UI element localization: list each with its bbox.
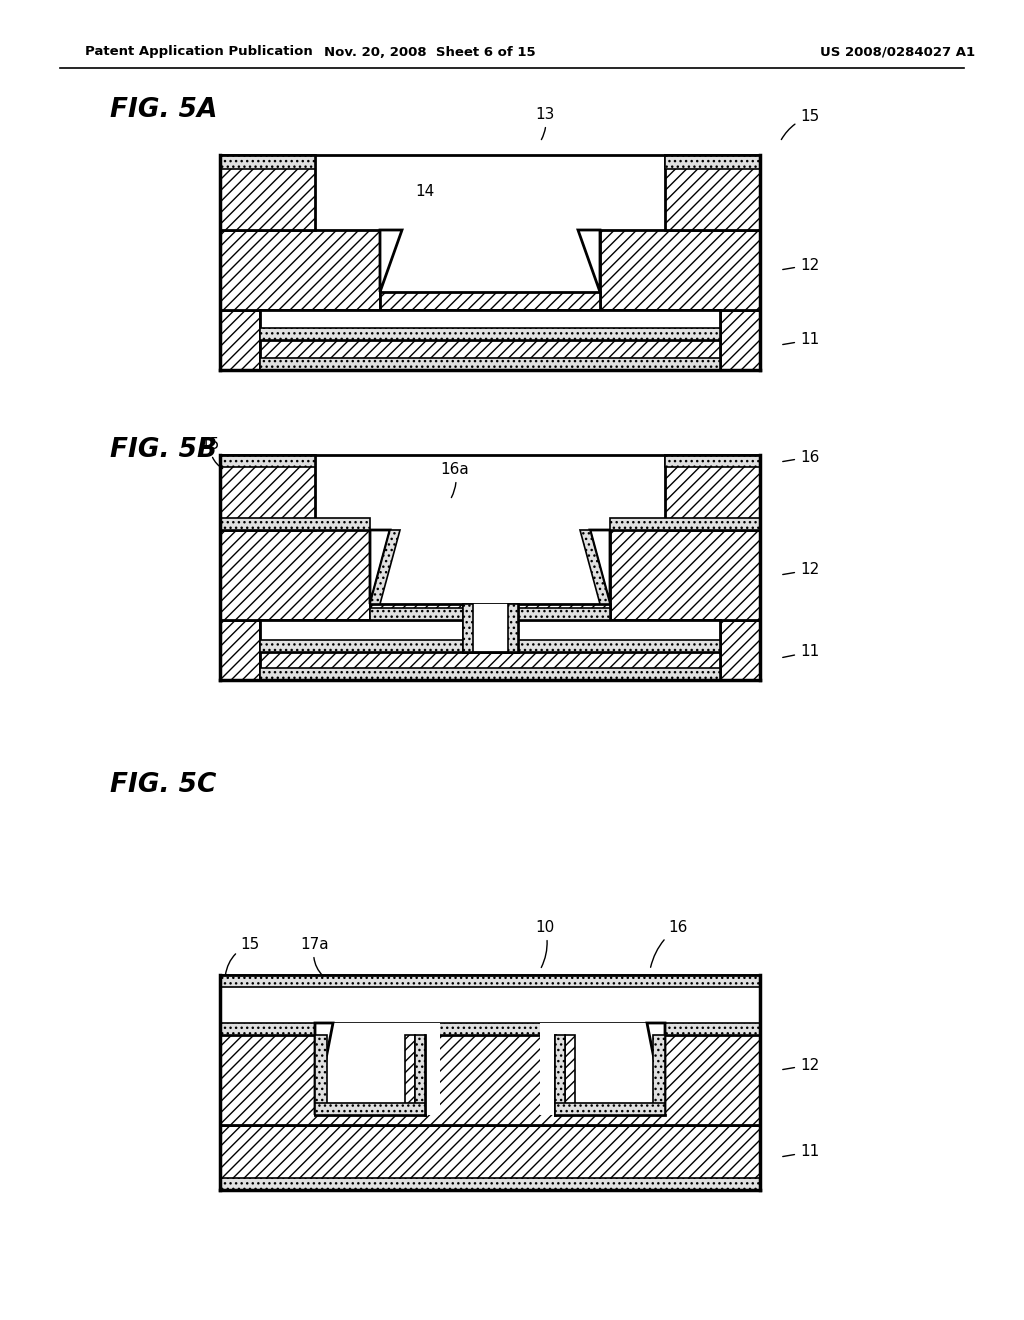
Bar: [720, 620, 760, 680]
Bar: [540, 1023, 665, 1115]
Polygon shape: [380, 230, 402, 292]
Text: Patent Application Publication: Patent Application Publication: [85, 45, 312, 58]
Bar: [220, 975, 760, 987]
Text: 15: 15: [201, 437, 222, 469]
Bar: [260, 341, 720, 370]
Text: 17a: 17a: [301, 937, 330, 975]
Bar: [600, 230, 760, 310]
Text: 12: 12: [782, 562, 819, 578]
Bar: [720, 310, 760, 370]
Bar: [220, 230, 380, 310]
Bar: [220, 531, 370, 620]
Polygon shape: [315, 1023, 333, 1115]
Text: US 2008/0284027 A1: US 2008/0284027 A1: [820, 45, 975, 58]
Bar: [315, 1023, 440, 1115]
Bar: [665, 455, 760, 531]
Text: FIG. 5A: FIG. 5A: [110, 96, 217, 123]
Bar: [463, 605, 473, 652]
Bar: [260, 620, 720, 652]
Polygon shape: [580, 531, 610, 605]
Bar: [653, 1035, 665, 1115]
Bar: [665, 154, 760, 169]
Text: 11: 11: [782, 333, 819, 347]
Bar: [555, 1035, 565, 1115]
Bar: [260, 640, 720, 652]
Bar: [406, 1035, 415, 1115]
Bar: [220, 620, 260, 680]
Text: 11: 11: [782, 644, 819, 660]
Bar: [220, 455, 315, 467]
Bar: [665, 455, 760, 467]
Text: Nov. 20, 2008  Sheet 6 of 15: Nov. 20, 2008 Sheet 6 of 15: [325, 45, 536, 58]
Bar: [220, 310, 260, 370]
Bar: [415, 1035, 425, 1115]
Bar: [220, 1125, 760, 1191]
Bar: [565, 1035, 575, 1115]
Bar: [220, 517, 370, 531]
Polygon shape: [370, 531, 390, 605]
Text: 12: 12: [782, 1057, 819, 1072]
Text: FIG. 5C: FIG. 5C: [110, 772, 216, 799]
Bar: [508, 605, 518, 652]
Text: 11: 11: [782, 1144, 819, 1159]
Bar: [220, 1035, 760, 1125]
Bar: [315, 1104, 425, 1115]
Bar: [220, 154, 315, 230]
Bar: [220, 1177, 760, 1191]
Text: 15: 15: [781, 110, 819, 140]
Text: 16a: 16a: [440, 462, 469, 498]
Bar: [315, 1035, 327, 1115]
Text: 14: 14: [416, 185, 434, 199]
Bar: [260, 668, 720, 680]
Bar: [610, 531, 760, 620]
Bar: [220, 154, 315, 169]
Bar: [220, 455, 315, 531]
Bar: [370, 605, 610, 620]
Polygon shape: [578, 230, 600, 292]
Bar: [555, 1104, 665, 1115]
Bar: [220, 1023, 760, 1035]
Bar: [260, 652, 720, 680]
Bar: [665, 154, 760, 230]
Text: 12: 12: [782, 257, 819, 272]
Bar: [260, 310, 720, 341]
Bar: [610, 517, 760, 531]
Polygon shape: [370, 531, 400, 605]
Polygon shape: [647, 1023, 665, 1115]
Text: 13: 13: [536, 107, 555, 140]
Text: 16: 16: [782, 450, 819, 465]
Polygon shape: [590, 531, 610, 605]
Bar: [370, 609, 610, 620]
Bar: [260, 327, 720, 341]
Bar: [463, 605, 518, 652]
Text: FIG. 5B: FIG. 5B: [110, 437, 217, 463]
Bar: [260, 358, 720, 370]
Text: 15: 15: [225, 937, 260, 975]
Text: 16: 16: [650, 920, 687, 968]
Bar: [380, 292, 600, 310]
Text: 10: 10: [536, 920, 555, 968]
